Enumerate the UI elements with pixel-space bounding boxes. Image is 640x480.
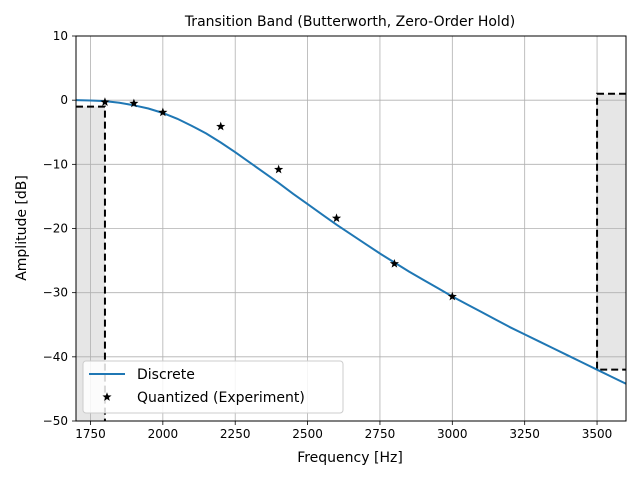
passband-spec-line (76, 105, 106, 421)
x-tick-label: 2250 (220, 427, 251, 441)
quantized-point (129, 98, 139, 108)
x-tick-label: 3000 (437, 427, 468, 441)
quantized-point (331, 213, 342, 223)
spec-lines (76, 92, 626, 421)
quantized-point (389, 258, 399, 268)
quantized-point (100, 97, 110, 106)
x-tick-label: 2750 (365, 427, 396, 441)
y-tick-label: −50 (43, 414, 68, 428)
chart-title: Transition Band (Butterworth, Zero-Order… (184, 14, 515, 30)
legend-label-discrete: Discrete (137, 367, 195, 383)
legend: Discrete Quantized (Experiment) (82, 360, 344, 414)
y-tick-label: −10 (43, 157, 68, 171)
y-tick-label: −40 (43, 350, 68, 364)
legend-frame (82, 360, 344, 414)
quantized-point (274, 164, 284, 174)
plot-area: 1750 2000 2250 2500 2750 3000 3250 3500 10 0 −10 −… (43, 29, 627, 441)
quantized-point (158, 107, 168, 117)
x-tick-label: 1750 (75, 427, 106, 441)
legend-star-marker (102, 392, 112, 401)
legend-label-quantized: Quantized (Experiment) (137, 390, 305, 406)
series-layer (75, 97, 627, 385)
y-tick-label: −30 (43, 286, 68, 300)
stopband-spec-line (596, 92, 626, 371)
x-axis-label: Frequency [Hz] (297, 450, 403, 466)
quantized-point (447, 291, 457, 301)
stopband-shade (597, 93, 626, 370)
y-tick-label: −20 (43, 222, 68, 236)
legend-swatch-quantized (102, 392, 112, 401)
x-tick-label: 2000 (148, 427, 179, 441)
series-line-discrete (75, 99, 627, 385)
x-tick-label: 2500 (292, 427, 323, 441)
y-tick-label: 10 (53, 29, 68, 43)
x-tick-label: 3500 (582, 427, 613, 441)
quantized-point (216, 121, 226, 131)
y-axis-label: Amplitude [dB] (14, 175, 30, 281)
x-axis-ticks: 1750 2000 2250 2500 2750 3000 3250 3500 (75, 421, 612, 441)
x-tick-label: 3250 (509, 427, 540, 441)
y-axis-ticks: 10 0 −10 −20 −30 −40 −50 (43, 29, 76, 428)
y-tick-label: 0 (60, 93, 68, 107)
